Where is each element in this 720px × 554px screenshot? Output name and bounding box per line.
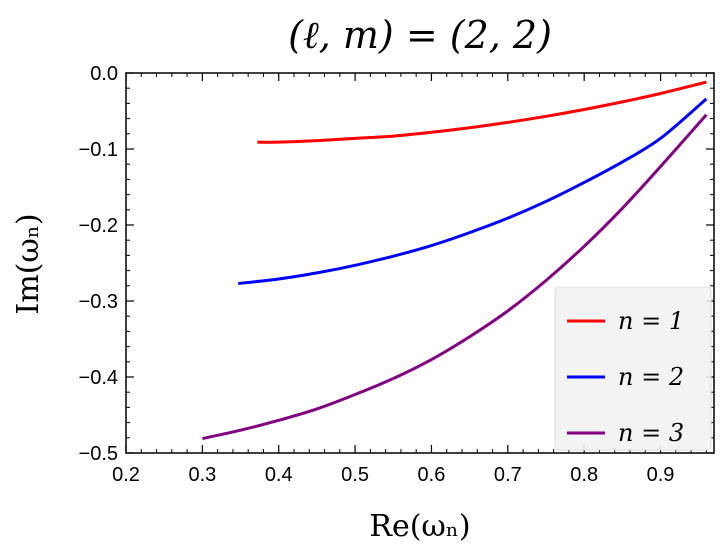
y-tick-label: −0.1 bbox=[79, 139, 118, 161]
x-tick-label: 0.3 bbox=[188, 464, 216, 486]
legend: n = 1 n = 2 n = 3 bbox=[554, 286, 712, 451]
y-tick-label: 0.0 bbox=[90, 63, 118, 85]
x-tick-label: 0.6 bbox=[418, 464, 446, 486]
legend-label-n1: n = 1 bbox=[618, 307, 684, 335]
y-tick-label: −0.5 bbox=[79, 443, 118, 465]
legend-box bbox=[554, 286, 712, 451]
series-line-n2 bbox=[238, 97, 708, 286]
chart-title: (ℓ, m) = (2, 2) bbox=[288, 13, 552, 57]
x-tick-label: 0.4 bbox=[265, 464, 293, 486]
series-line-n1 bbox=[257, 80, 707, 144]
y-axis-title: Im(ωₙ) bbox=[11, 213, 46, 314]
tick-labels: 0.2 0.3 0.4 0.5 0.6 0.7 0.8 0.9 0.0 −0.1 −0.2 −0.3 −… bbox=[79, 63, 675, 486]
x-tick-label: 0.8 bbox=[570, 464, 598, 486]
x-axis-title: Re(ωₙ) bbox=[369, 509, 470, 544]
x-tick-label: 0.7 bbox=[494, 464, 522, 486]
series-lines bbox=[202, 80, 708, 441]
y-tick-label: −0.2 bbox=[79, 215, 118, 237]
plot-frame bbox=[125, 72, 715, 454]
x-tick-label: 0.2 bbox=[112, 464, 140, 486]
y-tick-label: −0.4 bbox=[79, 367, 118, 389]
series-line-n3 bbox=[202, 113, 708, 441]
y-tick-label: −0.3 bbox=[79, 291, 118, 313]
x-tick-label: 0.5 bbox=[341, 464, 369, 486]
legend-label-n3: n = 3 bbox=[618, 419, 684, 447]
x-tick-label: 0.9 bbox=[647, 464, 675, 486]
legend-label-n2: n = 2 bbox=[618, 363, 684, 391]
